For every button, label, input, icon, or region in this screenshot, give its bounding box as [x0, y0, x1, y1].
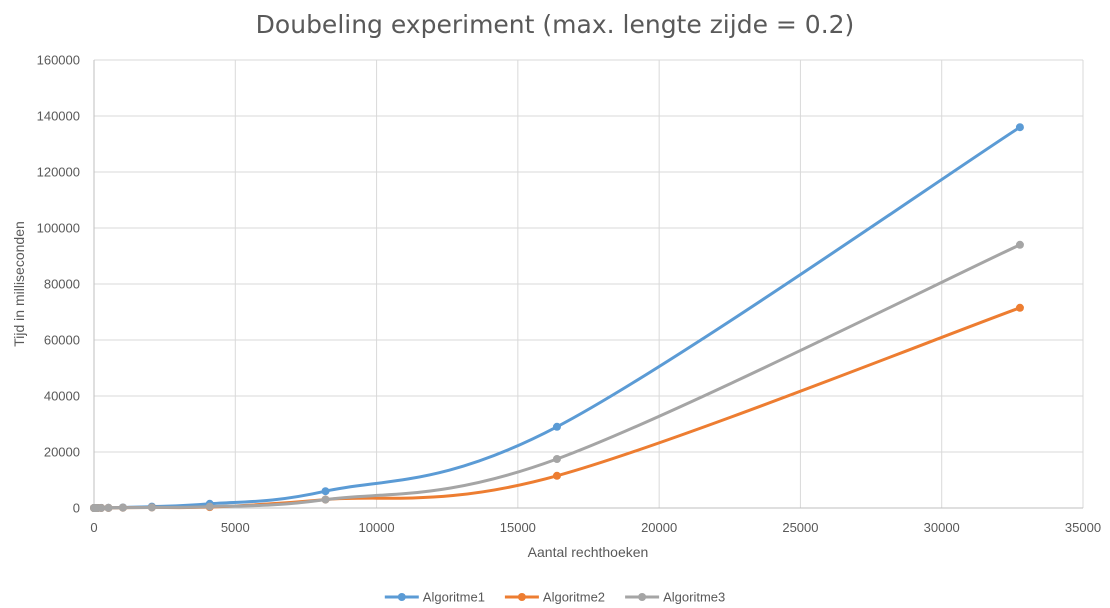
chart-title: Doubeling experiment (max. lengte zijde …: [256, 10, 855, 39]
data-point: [1015, 240, 1024, 249]
y-tick-label: 80000: [44, 277, 80, 292]
data-point: [321, 495, 330, 504]
x-tick-label: 30000: [924, 520, 960, 535]
series-line: [92, 125, 1022, 510]
x-tick-label: 5000: [221, 520, 250, 535]
x-tick-label: 35000: [1065, 520, 1101, 535]
data-point: [104, 503, 113, 512]
legend-swatch-marker: [638, 593, 647, 601]
series-algoritme1: [90, 123, 1024, 512]
legend-item: Algoritme3: [625, 590, 725, 605]
y-tick-label: 140000: [37, 109, 80, 124]
legend-swatch-marker: [517, 593, 526, 601]
data-point: [321, 487, 330, 496]
legend-item: Algoritme2: [504, 590, 605, 605]
y-tick-label: 100000: [37, 221, 80, 236]
data-point: [1015, 123, 1024, 132]
data-point: [118, 503, 127, 512]
plot-series: [90, 123, 1024, 512]
x-tick-label: 10000: [358, 520, 394, 535]
x-tick-label: 0: [90, 520, 97, 535]
gridlines: [93, 59, 1084, 509]
y-tick-label: 60000: [44, 333, 80, 348]
data-point: [1015, 303, 1024, 312]
legend-swatch-marker: [397, 593, 406, 601]
y-tick-label: 120000: [37, 165, 80, 180]
series-algoritme3: [90, 240, 1024, 512]
data-point: [552, 422, 561, 431]
y-tick-label: 20000: [44, 445, 80, 460]
data-point: [97, 503, 106, 512]
data-point: [205, 502, 214, 511]
data-point: [147, 503, 156, 512]
x-axis-title: Aantal rechthoeken: [528, 544, 649, 560]
x-tick-label: 20000: [641, 520, 677, 535]
legend: Algoritme1 Algoritme2 Algoritme3: [384, 590, 725, 605]
x-tick-label: 15000: [500, 520, 536, 535]
axes: 0200004000060000800001000001200001400001…: [37, 53, 1101, 536]
y-tick-label: 0: [73, 501, 80, 516]
y-axis-title: Tijd in milliseconden: [11, 221, 27, 347]
legend-item: Algoritme1: [384, 590, 485, 605]
data-point: [552, 471, 561, 480]
legend-label: Algoritme2: [543, 590, 605, 605]
legend-label: Algoritme1: [423, 590, 485, 605]
data-point: [552, 455, 561, 463]
legend-label: Algoritme3: [663, 590, 725, 605]
y-tick-label: 160000: [37, 53, 80, 68]
series-algoritme2: [90, 303, 1024, 512]
y-tick-label: 40000: [44, 389, 80, 404]
x-tick-label: 25000: [782, 520, 818, 535]
